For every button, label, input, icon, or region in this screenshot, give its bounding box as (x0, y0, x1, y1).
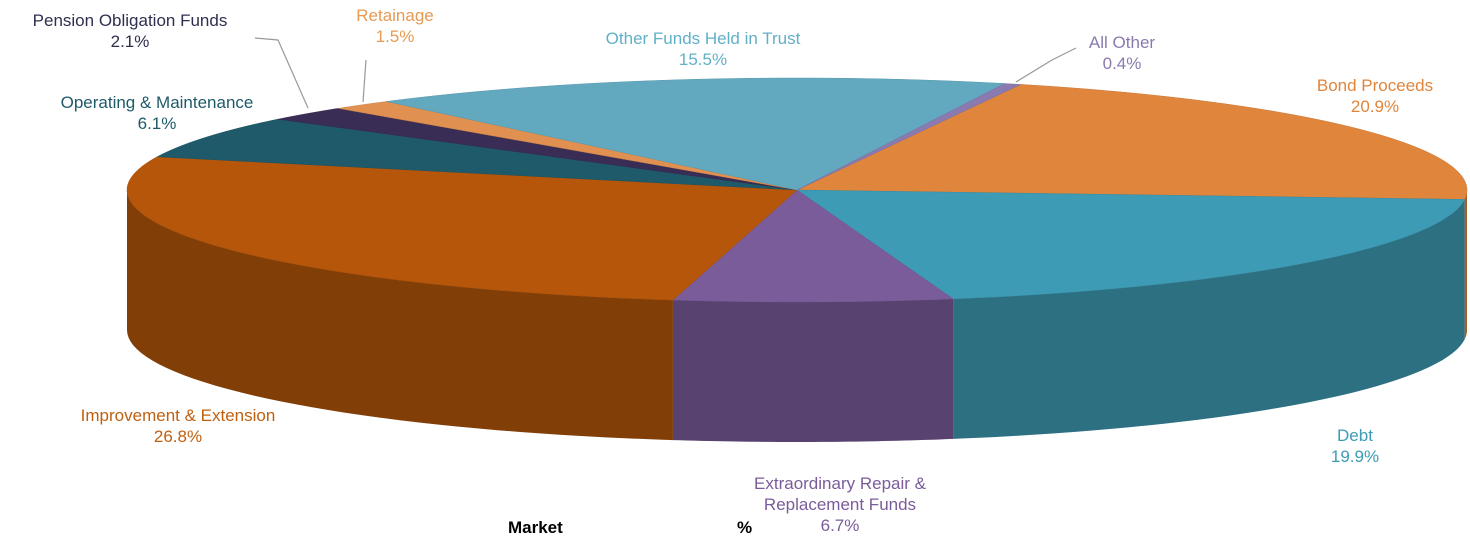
footer-label: Market (508, 518, 563, 537)
pie-tops (126, 77, 1468, 303)
value-label: 1.5% (375, 27, 415, 46)
category-label: Extraordinary Repair & Replacement Funds (754, 474, 926, 514)
slice (796, 189, 1466, 300)
value-label: 6.1% (137, 114, 177, 133)
slice-side (953, 199, 1465, 439)
leader-line (254, 37, 309, 109)
category-label: Debt (1337, 426, 1373, 445)
value-label: 26.8% (153, 427, 203, 446)
slice (126, 156, 798, 301)
slice (796, 84, 1468, 200)
slice-side (1464, 190, 1467, 340)
category-label: Operating & Maintenance (60, 93, 254, 112)
value-label: 20.9% (1350, 97, 1400, 116)
pie-sides (127, 190, 1467, 442)
slice (277, 108, 798, 191)
category-label: Bond Proceeds (1316, 76, 1434, 95)
category-label: All Other (1088, 33, 1156, 52)
data-label: Debt 19.9% (1295, 425, 1415, 467)
footer-label: % (737, 518, 753, 537)
slice (156, 118, 798, 191)
category-label: Other Funds Held in Trust (605, 29, 801, 48)
value-label: 19.9% (1330, 447, 1380, 466)
slice (796, 83, 1021, 191)
category-label: Improvement & Extension (80, 406, 276, 425)
category-label: Pension Obligation Funds (32, 11, 228, 30)
data-label: Operating & Maintenance 6.1% (17, 92, 297, 134)
slice (386, 77, 1006, 191)
data-label: Improvement & Extension 26.8% (78, 405, 278, 447)
data-label: All Other 0.4% (1052, 32, 1192, 74)
slice-side (127, 190, 673, 441)
data-label: Extraordinary Repair & Replacement Funds… (720, 473, 960, 536)
leader-line (1015, 47, 1077, 83)
value-label: 6.7% (820, 516, 860, 535)
leader-line (362, 59, 367, 103)
value-label: 0.4% (1102, 54, 1142, 73)
data-label: Pension Obligation Funds 2.1% (0, 10, 270, 52)
slice (672, 189, 954, 303)
slice (338, 101, 798, 191)
value-label: 15.5% (678, 50, 728, 69)
data-label: Retainage 1.5% (335, 5, 455, 47)
category-label: Retainage (356, 6, 434, 25)
value-label: 2.1% (110, 32, 150, 51)
data-label: Bond Proceeds 20.9% (1275, 75, 1470, 117)
data-label: Other Funds Held in Trust 15.5% (553, 28, 853, 70)
slice-side (672, 298, 954, 442)
